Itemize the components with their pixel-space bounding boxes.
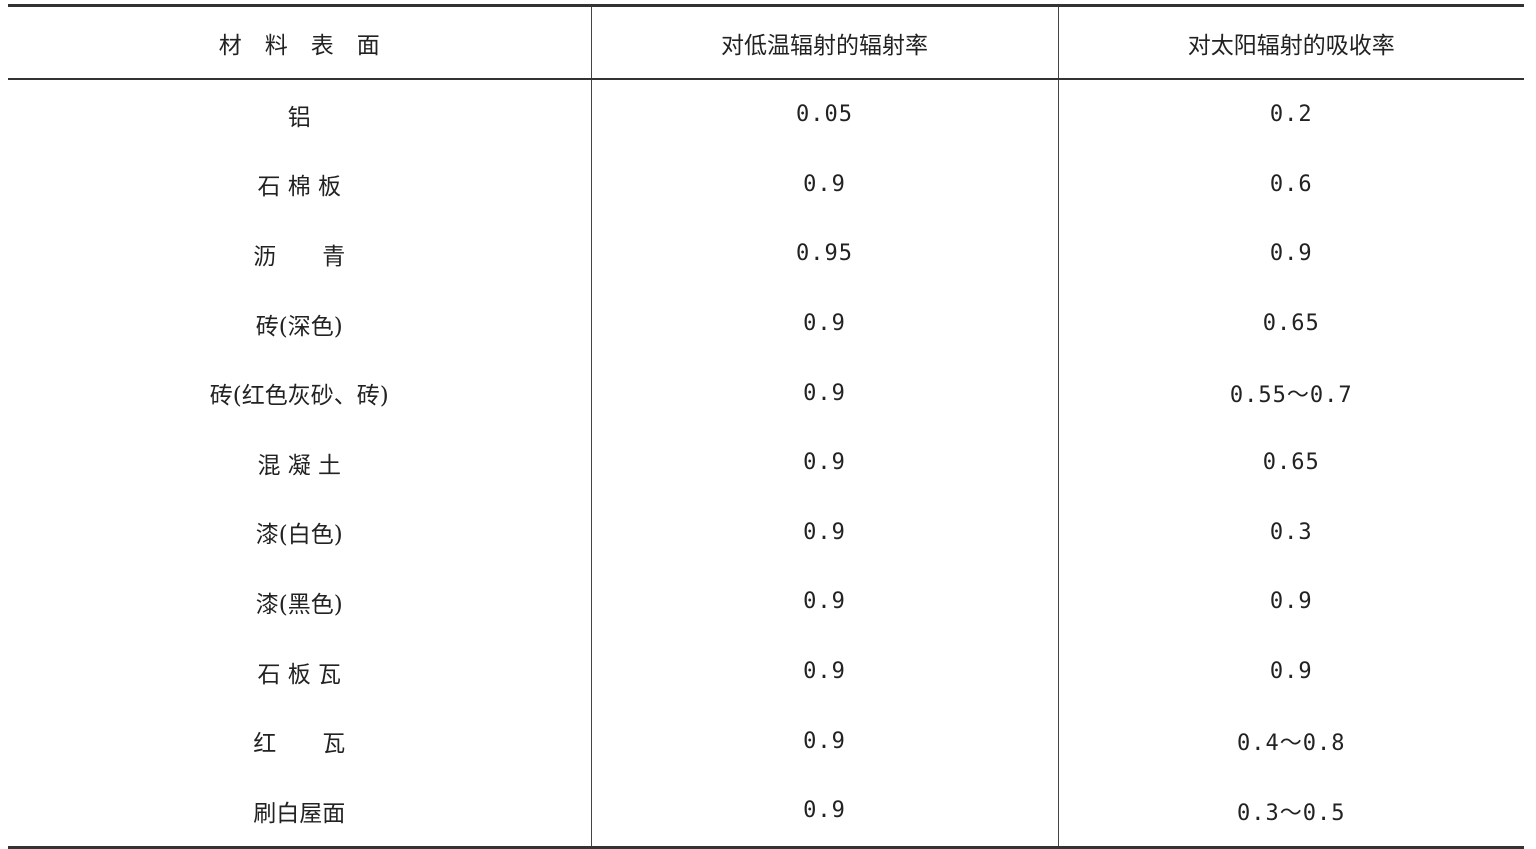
material-cell: 混 凝 土 — [257, 452, 342, 479]
emissivity-cell: 0.95 — [590, 219, 1058, 289]
table-row: 石 棉 板 0.9 0.6 — [8, 149, 1524, 220]
absorptance-cell: 0.3 — [1057, 497, 1524, 568]
emissivity-cell: 0.9 — [590, 427, 1058, 498]
absorptance-cell: 0.55～0.7 — [1057, 358, 1524, 428]
material-cell: 石 板 瓦 — [257, 661, 342, 688]
material-cell: 砖(深色) — [255, 313, 343, 340]
material-cell: 铝 — [287, 104, 311, 131]
table-row: 沥 青 0.95 0.9 — [8, 219, 1524, 289]
header-material-surface: 材 料 表 面 — [8, 5, 591, 80]
table-row: 铝 0.05 0.2 — [8, 79, 1524, 150]
emissivity-cell: 0.9 — [590, 288, 1058, 359]
emissivity-cell: 0.9 — [590, 706, 1058, 776]
emissivity-cell: 0.9 — [590, 149, 1058, 220]
material-cell: 漆(黑色) — [255, 591, 343, 618]
material-cell: 红 瓦 — [253, 731, 346, 758]
table-row: 刷白屋面 0.9 0.3～0.5 — [8, 775, 1524, 848]
emissivity-cell: 0.9 — [590, 358, 1058, 428]
material-radiation-table: 材 料 表 面 对低温辐射的辐射率 对太阳辐射的吸收率 铝 0.05 0.2 石 棉 … — [8, 4, 1524, 849]
material-cell: 砖(红色灰砂、砖) — [209, 383, 389, 410]
absorptance-cell: 0.3～0.5 — [1057, 775, 1524, 848]
emissivity-cell: 0.9 — [590, 567, 1058, 637]
header-row: 材 料 表 面 对低温辐射的辐射率 对太阳辐射的吸收率 — [8, 5, 1524, 80]
table-row: 砖(深色) 0.9 0.65 — [8, 288, 1524, 359]
material-cell: 沥 青 — [253, 243, 346, 270]
header-emissivity: 对低温辐射的辐射率 — [590, 5, 1058, 80]
material-cell: 刷白屋面 — [253, 800, 346, 827]
emissivity-cell: 0.9 — [590, 775, 1058, 848]
absorptance-cell: 0.65 — [1057, 288, 1524, 359]
absorptance-cell: 0.4～0.8 — [1057, 706, 1524, 776]
absorptance-cell: 0.2 — [1057, 79, 1524, 150]
table-row: 漆(白色) 0.9 0.3 — [8, 497, 1524, 568]
absorptance-cell: 0.9 — [1057, 636, 1524, 707]
material-cell: 石 棉 板 — [257, 174, 342, 201]
emissivity-cell: 0.9 — [590, 636, 1058, 707]
header-solar-absorptance: 对太阳辐射的吸收率 — [1057, 5, 1524, 80]
absorptance-cell: 0.9 — [1057, 219, 1524, 289]
material-cell: 漆(白色) — [255, 522, 343, 549]
absorptance-cell: 0.65 — [1057, 427, 1524, 498]
table-row: 混 凝 土 0.9 0.65 — [8, 427, 1524, 498]
table-row: 石 板 瓦 0.9 0.9 — [8, 636, 1524, 707]
emissivity-cell: 0.9 — [590, 497, 1058, 568]
table-row: 红 瓦 0.9 0.4～0.8 — [8, 706, 1524, 776]
table-row: 漆(黑色) 0.9 0.9 — [8, 567, 1524, 637]
table-row: 砖(红色灰砂、砖) 0.9 0.55～0.7 — [8, 358, 1524, 428]
absorptance-cell: 0.6 — [1057, 149, 1524, 220]
emissivity-cell: 0.05 — [590, 79, 1058, 150]
absorptance-cell: 0.9 — [1057, 567, 1524, 637]
